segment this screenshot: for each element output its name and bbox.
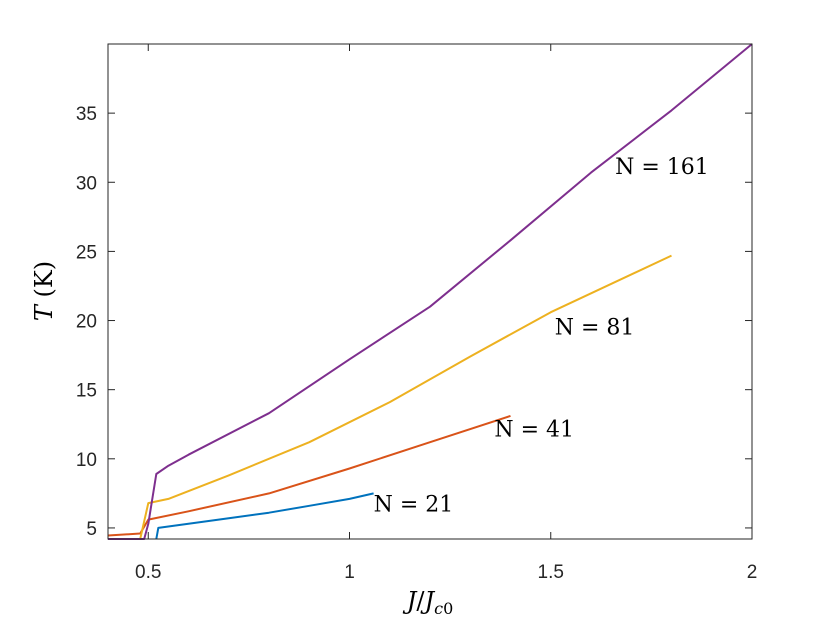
plot-box <box>107 43 753 540</box>
series-line-1 <box>155 492 374 540</box>
x-tick-label: 1 <box>344 562 355 583</box>
y-tick-label: 15 <box>76 381 97 402</box>
series-annotation: N = 81 <box>555 315 635 340</box>
series-line-3 <box>108 254 672 540</box>
y-axis-label: T (K) <box>30 261 58 321</box>
y-tick-label: 10 <box>76 450 97 471</box>
series-annotation: N = 161 <box>615 155 709 180</box>
annotation-layer: N = 161 N = 81 N = 41 N = 21 <box>374 155 709 517</box>
y-tick-label: 20 <box>76 312 97 333</box>
y-tick-label: 5 <box>86 519 97 540</box>
x-axis-label: J/Jc0 <box>402 587 454 618</box>
y-tick-label: 30 <box>76 173 97 194</box>
series-annotation: N = 21 <box>374 492 454 517</box>
plot-background <box>108 44 752 539</box>
y-tick-label: 35 <box>76 104 97 125</box>
x-tick-label: 0.5 <box>135 562 161 583</box>
series-annotation: N = 41 <box>494 418 574 443</box>
y-tick-label: 25 <box>76 242 97 263</box>
series-line-4 <box>108 43 753 540</box>
x-tick-label: 2 <box>747 562 758 583</box>
x-tick-label: 1.5 <box>538 562 564 583</box>
series-layer <box>107 43 753 540</box>
